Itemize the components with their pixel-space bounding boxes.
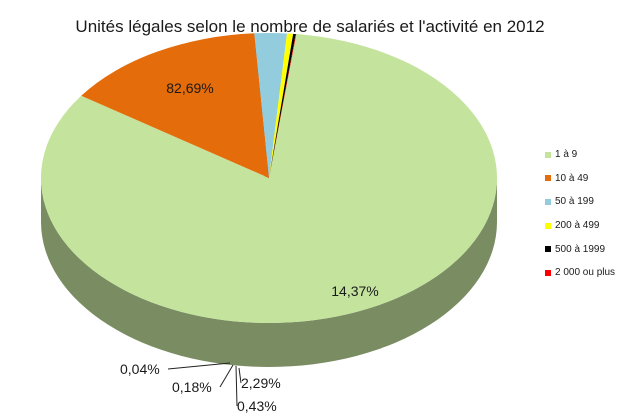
legend-item: 500 à 1999 — [545, 237, 615, 261]
data-label: 0,18% — [172, 379, 212, 395]
data-label: 82,69% — [166, 80, 213, 96]
legend-label: 200 à 499 — [555, 220, 600, 232]
legend-label: 1 à 9 — [555, 149, 578, 161]
data-label: 0,04% — [120, 361, 160, 377]
data-label: 2,29% — [241, 375, 281, 391]
legend-swatch — [545, 151, 551, 158]
legend-label: 2 000 ou plus — [555, 267, 616, 279]
chart-title: Unités légales selon le nombre de salari… — [75, 17, 545, 36]
legend-item: 200 à 499 — [545, 214, 615, 238]
legend-label: 500 à 1999 — [555, 243, 606, 255]
pie-slice — [40, 34, 498, 324]
pie-slice — [269, 33, 294, 178]
legend-item: 2 000 ou plus — [545, 261, 615, 285]
legend-label: 10 à 49 — [555, 172, 589, 184]
data-label: 0,43% — [237, 398, 277, 414]
leader-line — [238, 367, 242, 384]
legend-item: 50 à 199 — [545, 190, 615, 214]
leader-line — [235, 365, 238, 407]
pie-slice-side — [41, 178, 497, 367]
legend-swatch — [545, 246, 551, 253]
legend-swatch — [545, 198, 551, 205]
pie-slice — [254, 33, 288, 179]
leader-line — [167, 362, 231, 370]
pie-slice — [81, 33, 269, 179]
pie-slice — [269, 33, 296, 179]
legend-item: 1 à 9 — [545, 143, 615, 167]
legend-swatch — [545, 222, 551, 229]
pie-slice — [269, 33, 297, 179]
legend-swatch — [545, 269, 551, 276]
data-label: 14,37% — [331, 283, 378, 299]
leader-line — [219, 364, 234, 388]
legend-label: 50 à 199 — [555, 196, 594, 208]
legend-swatch — [545, 175, 551, 182]
legend-item: 10 à 49 — [545, 167, 615, 191]
legend: 1 à 9 10 à 49 50 à 199 200 à 499 500 à 1… — [545, 143, 615, 285]
